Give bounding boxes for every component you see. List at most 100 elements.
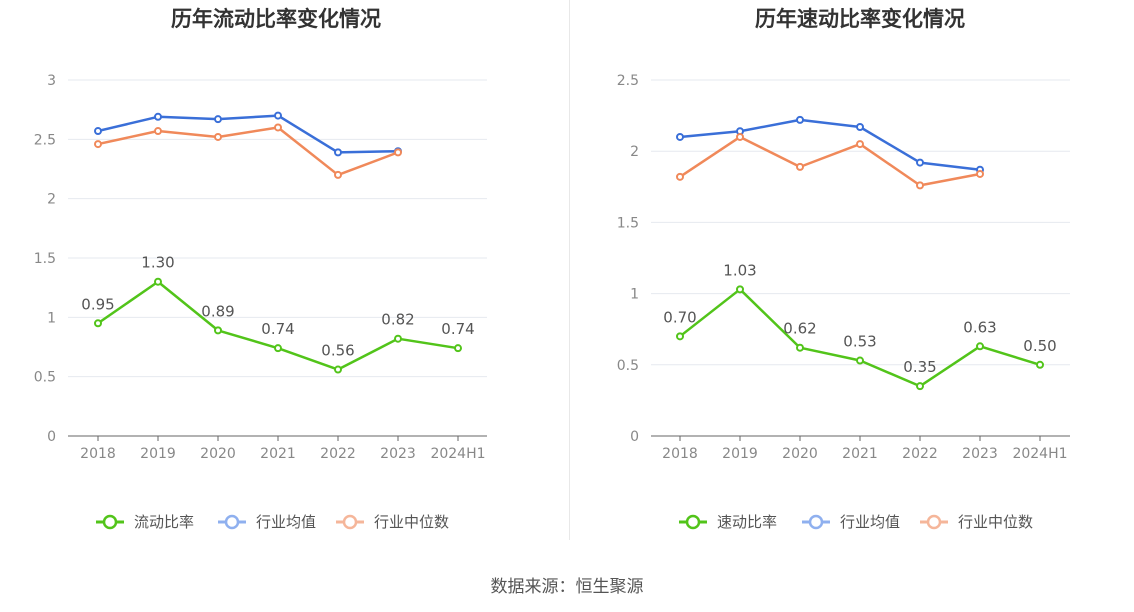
x-tick-label: 2021 — [842, 446, 878, 462]
x-tick-label: 2018 — [662, 446, 698, 462]
data-point — [154, 112, 162, 121]
data-point — [856, 122, 864, 131]
data-point — [274, 344, 282, 353]
data-label: 0.74 — [261, 320, 294, 338]
data-label: 0.53 — [843, 333, 876, 351]
data-point — [676, 132, 684, 141]
data-point — [334, 365, 342, 374]
x-tick-label: 2024H1 — [1012, 446, 1067, 462]
legend-marker — [224, 514, 240, 530]
data-label: 0.62 — [783, 320, 816, 338]
y-tick-label: 0.5 — [617, 358, 639, 374]
data-point — [394, 148, 402, 157]
data-point — [856, 140, 864, 149]
data-point — [94, 127, 102, 136]
legend-label: 行业中位数 — [958, 513, 1033, 531]
legend-marker — [102, 514, 118, 530]
legend-item-1: 流动比率 — [96, 513, 194, 531]
x-tick-label: 2019 — [140, 446, 176, 462]
data-point — [676, 172, 684, 181]
y-tick-label: 1.5 — [617, 215, 639, 231]
x-tick-label: 2023 — [962, 446, 998, 462]
x-tick-label: 2022 — [902, 446, 938, 462]
data-label: 1.03 — [723, 261, 756, 279]
chart-title: 历年速动比率变化情况 — [755, 7, 965, 31]
y-tick-label: 1 — [630, 287, 639, 303]
y-tick-label: 2.5 — [34, 132, 56, 148]
data-label: 0.63 — [963, 318, 996, 336]
data-point — [976, 342, 984, 351]
x-tick-label: 2021 — [260, 446, 296, 462]
legend-label: 行业均值 — [840, 513, 900, 531]
data-point — [334, 148, 342, 157]
legend-item-2: 行业均值 — [218, 513, 316, 531]
data-point — [676, 332, 684, 341]
x-tick-label: 2020 — [782, 446, 818, 462]
x-tick-label: 2020 — [200, 446, 236, 462]
data-label: 0.89 — [201, 302, 234, 320]
data-point — [334, 170, 342, 179]
y-tick-label: 0 — [47, 429, 56, 445]
x-tick-label: 2019 — [722, 446, 758, 462]
data-point — [94, 319, 102, 328]
data-point — [916, 158, 924, 167]
data-label: 0.56 — [321, 342, 354, 360]
y-tick-label: 2 — [47, 192, 56, 208]
data-label: 0.82 — [381, 311, 414, 329]
chart-panel-1: 历年流动比率变化情况 0 0.5 1 1.5 2 2.5 3 2018 2019 2020 2021 2… — [34, 7, 487, 531]
data-point — [454, 344, 462, 353]
legend-item-3: 行业中位数 — [336, 513, 449, 531]
x-tick-label: 2024H1 — [430, 446, 485, 462]
legend-item-1: 速动比率 — [679, 513, 777, 531]
data-label: 0.95 — [81, 295, 114, 313]
data-point — [916, 181, 924, 190]
legend-marker — [342, 514, 358, 530]
legend-item-2: 行业均值 — [802, 513, 900, 531]
series-line-2 — [97, 114, 399, 154]
y-tick-label: 1.5 — [34, 251, 56, 267]
data-label: 0.70 — [663, 308, 696, 326]
legend-label: 速动比率 — [717, 513, 777, 531]
y-tick-label: 0 — [630, 429, 639, 445]
data-point — [214, 132, 222, 141]
data-point — [154, 277, 162, 286]
data-point — [394, 334, 402, 343]
data-point — [856, 356, 864, 365]
data-point — [94, 140, 102, 149]
chart-panel-2: 历年速动比率变化情况 0 0.5 1 1.5 2 2.5 2018 2019 2020 2021 20… — [617, 7, 1070, 531]
series-line-3 — [97, 126, 399, 177]
y-tick-label: 1 — [47, 310, 56, 326]
legend-marker — [808, 514, 824, 530]
legend-item-3: 行业中位数 — [920, 513, 1033, 531]
x-tick-label: 2018 — [80, 446, 116, 462]
legend-label: 流动比率 — [134, 513, 194, 531]
data-label: 0.74 — [441, 320, 474, 338]
data-point — [154, 127, 162, 136]
data-point — [796, 162, 804, 171]
x-tick-label: 2022 — [320, 446, 356, 462]
data-point — [916, 382, 924, 391]
data-point — [274, 123, 282, 132]
data-point — [1036, 360, 1044, 369]
data-point — [796, 115, 804, 124]
x-tick-label: 2023 — [380, 446, 416, 462]
data-label: 0.35 — [903, 358, 936, 376]
data-label: 1.30 — [141, 254, 174, 272]
data-point — [976, 169, 984, 178]
data-label: 0.50 — [1023, 337, 1056, 355]
data-source-footer: 数据来源：恒生聚源 — [490, 577, 644, 597]
data-point — [736, 132, 744, 141]
y-tick-label: 2.5 — [617, 73, 639, 89]
data-point — [274, 111, 282, 120]
chart-title: 历年流动比率变化情况 — [171, 7, 381, 31]
legend-marker — [926, 514, 942, 530]
data-point — [796, 343, 804, 352]
y-tick-label: 0.5 — [34, 370, 56, 386]
series-line-2 — [679, 118, 981, 171]
y-tick-label: 2 — [630, 144, 639, 160]
legend-label: 行业中位数 — [374, 513, 449, 531]
legend-marker — [685, 514, 701, 530]
data-point — [214, 115, 222, 124]
legend-label: 行业均值 — [256, 513, 316, 531]
